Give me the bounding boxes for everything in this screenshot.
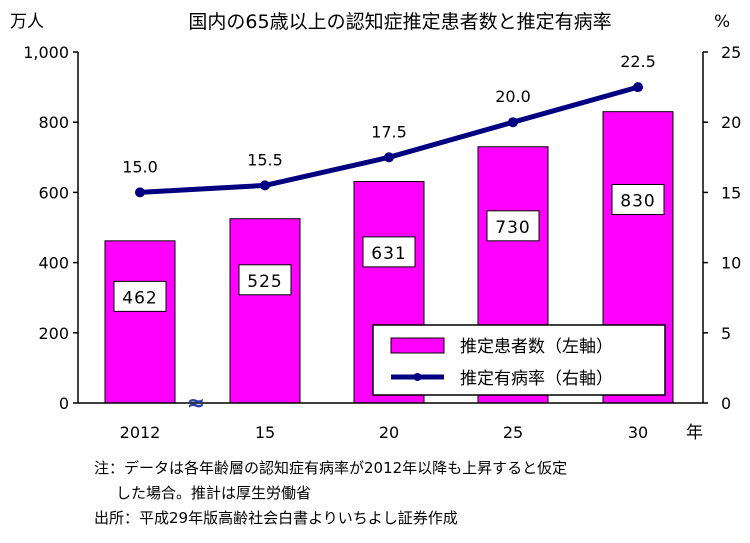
- line-point-15: [260, 180, 270, 191]
- bar-value-label: 525: [247, 272, 282, 292]
- line-point-2012: [135, 187, 145, 198]
- bar-value-label: 631: [371, 244, 406, 264]
- x-tick-label: 30: [628, 423, 648, 442]
- legend-box: [372, 324, 666, 396]
- left-axis-unit: 万人: [10, 12, 44, 32]
- right-tick-label: 20: [721, 113, 741, 132]
- line-value-label: 15.5: [247, 150, 283, 169]
- x-tick-label: 25: [503, 423, 523, 442]
- line-value-label: 17.5: [371, 122, 407, 141]
- left-tick-label: 400: [38, 254, 69, 273]
- right-tick-label: 0: [721, 394, 731, 413]
- right-tick-label: 15: [721, 183, 741, 202]
- line-value-label: 15.0: [122, 157, 158, 176]
- line-value-label: 22.5: [620, 52, 656, 71]
- line-point-20: [384, 152, 394, 163]
- bar-15: [229, 218, 301, 404]
- x-axis-unit: 年: [686, 423, 703, 443]
- bar-2012: [104, 240, 176, 404]
- legend: 推定患者数（左軸） 推定有病率（右軸）: [372, 324, 666, 396]
- left-tick-label: 200: [38, 324, 69, 343]
- bar-value-box: [362, 236, 416, 268]
- bar-value-box: [113, 280, 167, 312]
- line-value-label: 20.0: [495, 87, 531, 106]
- x-tick-label: 20: [379, 423, 399, 442]
- right-axis-unit: %: [714, 12, 730, 32]
- left-tick-label: 1,000: [23, 43, 69, 62]
- left-tick-label: 0: [59, 394, 69, 413]
- bar-value-box: [486, 210, 540, 242]
- line-point-30: [633, 82, 643, 93]
- left-tick-label: 600: [38, 183, 69, 202]
- chart: 国内の65歳以上の認知症推定患者数と推定有病率 万人 % 年 020040060…: [10, 11, 741, 443]
- bar-value-label: 730: [495, 218, 530, 238]
- bar-value-label: 462: [122, 288, 157, 308]
- axis-break-marker: ≈: [187, 391, 205, 416]
- bar-value-box: [611, 184, 665, 216]
- chart-title: 国内の65歳以上の認知症推定患者数と推定有病率: [188, 11, 611, 33]
- legend-line-marker: [413, 373, 422, 381]
- note-line-1: 注：データは各年齢層の認知症有病率が2012年以降も上昇すると仮定: [94, 459, 568, 477]
- line-point-25: [508, 117, 518, 128]
- bar-value-label: 830: [620, 192, 655, 212]
- legend-line-label: 推定有病率（右軸）: [460, 369, 613, 389]
- x-tick-label: 15: [255, 423, 275, 442]
- right-tick-label: 10: [721, 254, 741, 273]
- x-tick-label: 2012: [120, 423, 161, 442]
- bar-value-box: [238, 264, 292, 296]
- left-tick-label: 800: [38, 113, 69, 132]
- note-line-2: した場合。推計は厚生労働省: [116, 484, 312, 502]
- legend-bar-label: 推定患者数（左軸）: [460, 337, 613, 357]
- right-tick-label: 25: [721, 43, 741, 62]
- right-tick-label: 5: [721, 324, 731, 343]
- legend-bar-swatch: [390, 337, 445, 354]
- source-note: 出所：平成29年版高齢社会白書よりいちよし証券作成: [94, 509, 458, 527]
